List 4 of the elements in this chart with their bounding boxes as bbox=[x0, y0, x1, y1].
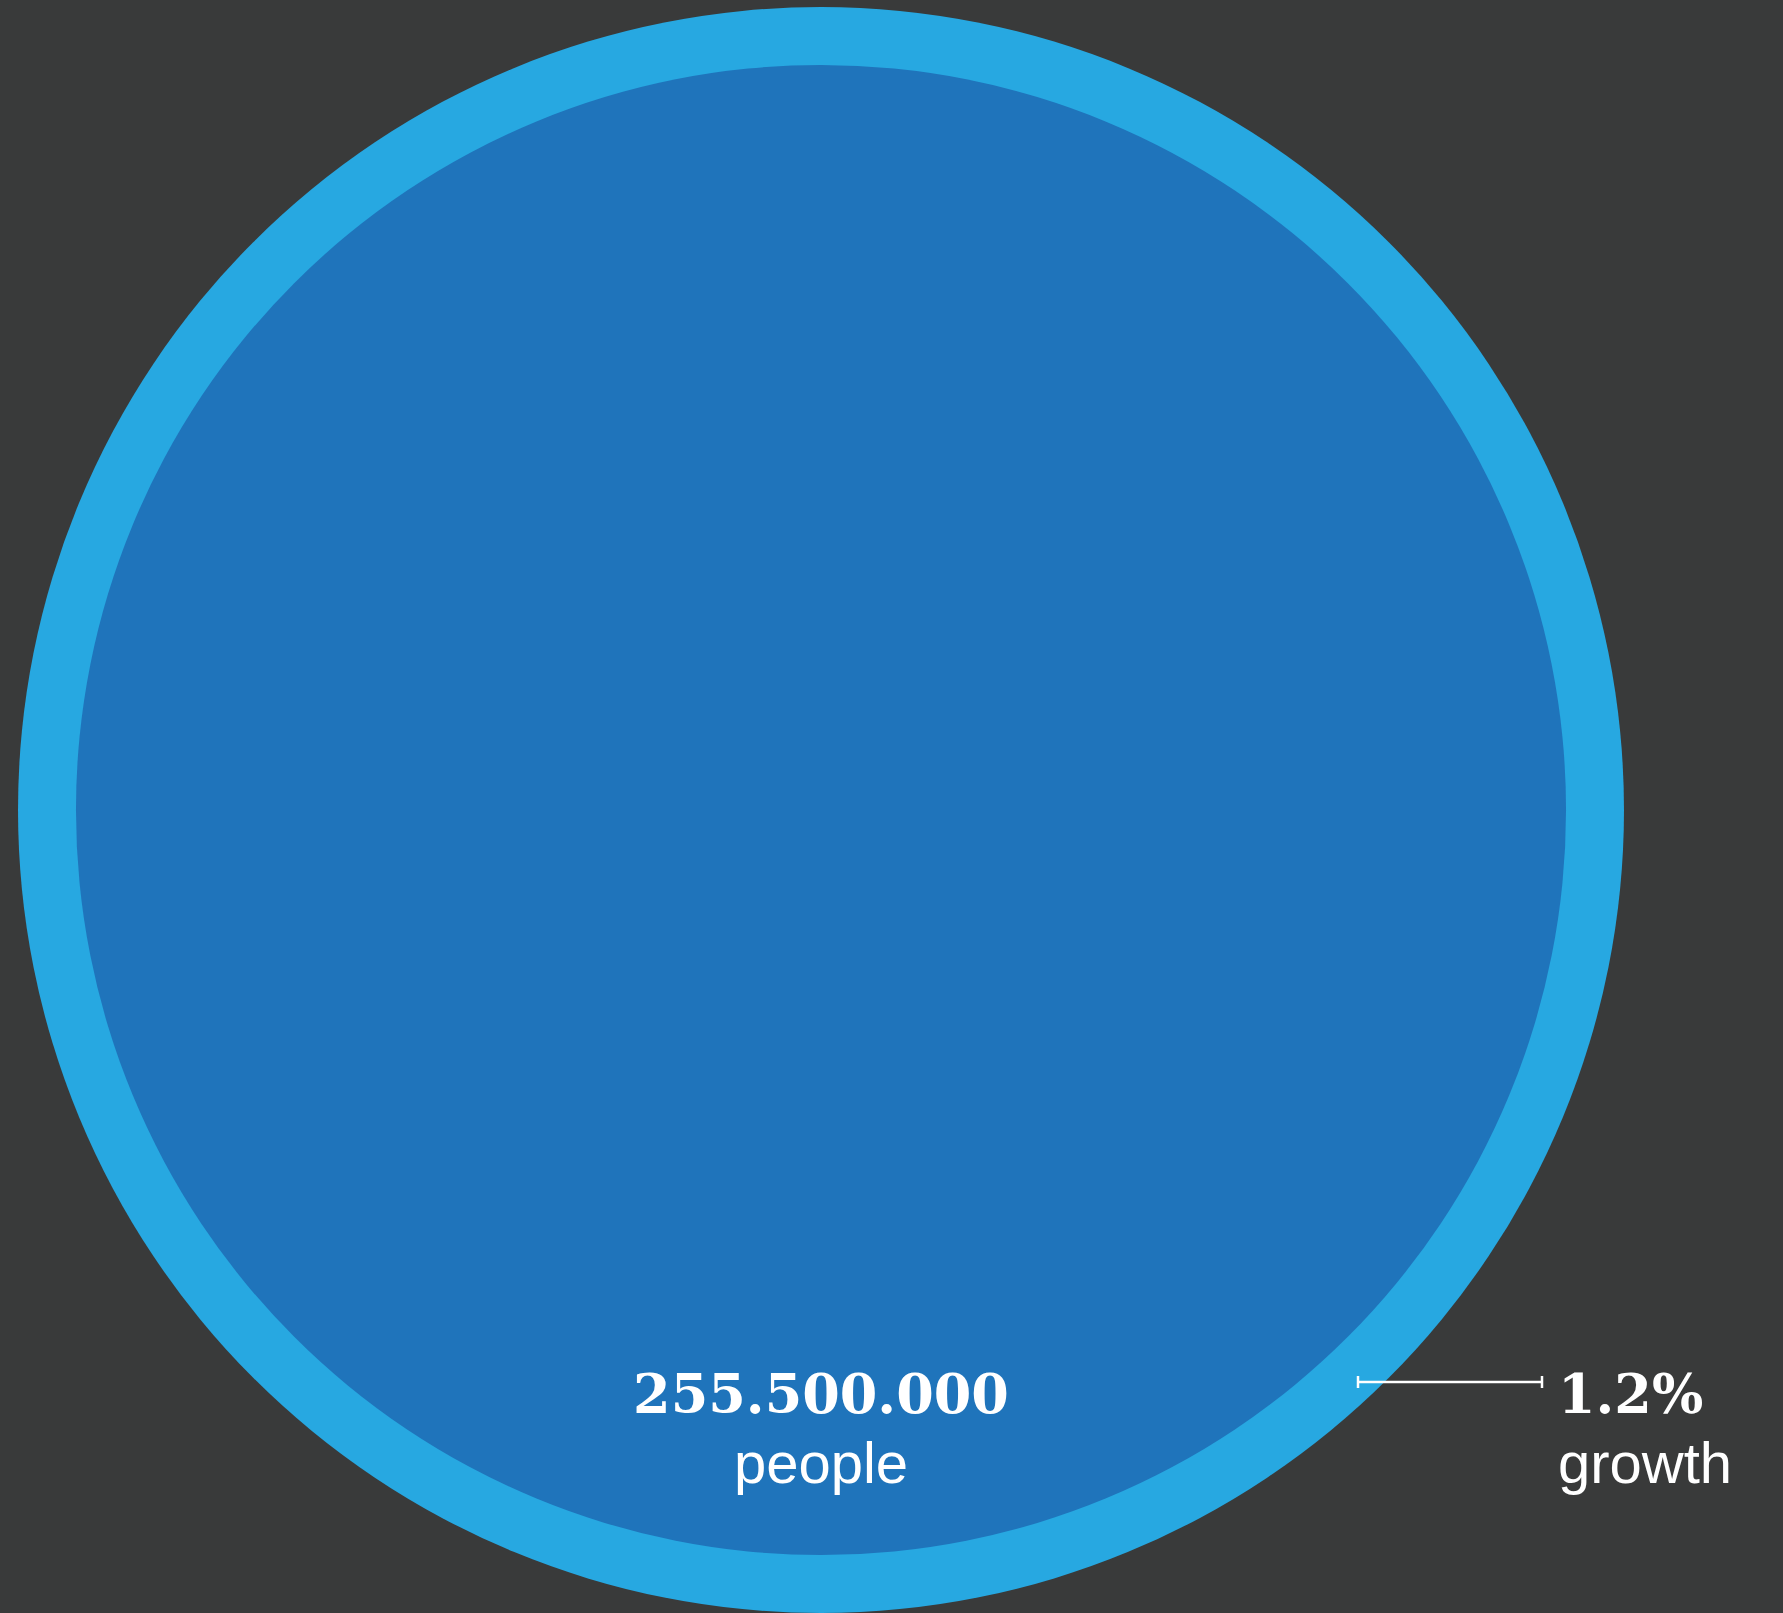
data-label: 255.500.000 bbox=[633, 1362, 1009, 1426]
text: growth bbox=[1558, 1430, 1733, 1495]
data-label: 1.2% bbox=[1558, 1362, 1704, 1426]
text: people bbox=[733, 1430, 909, 1495]
